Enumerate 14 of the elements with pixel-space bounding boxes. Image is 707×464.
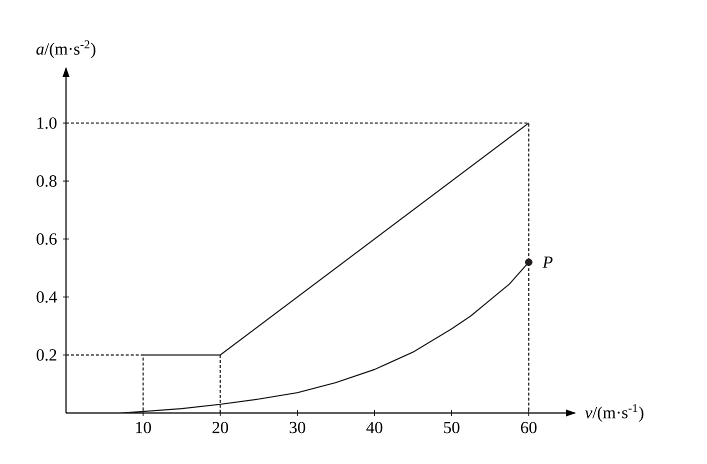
x-tick-label: 40 xyxy=(366,422,382,434)
annotation: P xyxy=(542,256,552,268)
y-tick-label: 0.8 xyxy=(36,175,57,187)
x-tick-label: 10 xyxy=(136,422,151,434)
y-tick-label: 0.6 xyxy=(36,233,57,245)
y-tick-label: 0.2 xyxy=(36,349,56,361)
x-tick-label: 50 xyxy=(444,422,460,434)
y-axis-title: a/(m·s$^{-2}$) xyxy=(36,40,96,58)
y-tick-label: 0.4 xyxy=(36,291,57,303)
x-tick-label: 30 xyxy=(290,422,306,434)
x-axis-title: v/(m·s$^{-1}$) xyxy=(585,404,644,422)
x-tick-label: 20 xyxy=(212,422,228,434)
x-tick-label: 60 xyxy=(520,422,537,434)
y-tick-label: 1.0 xyxy=(37,117,57,129)
